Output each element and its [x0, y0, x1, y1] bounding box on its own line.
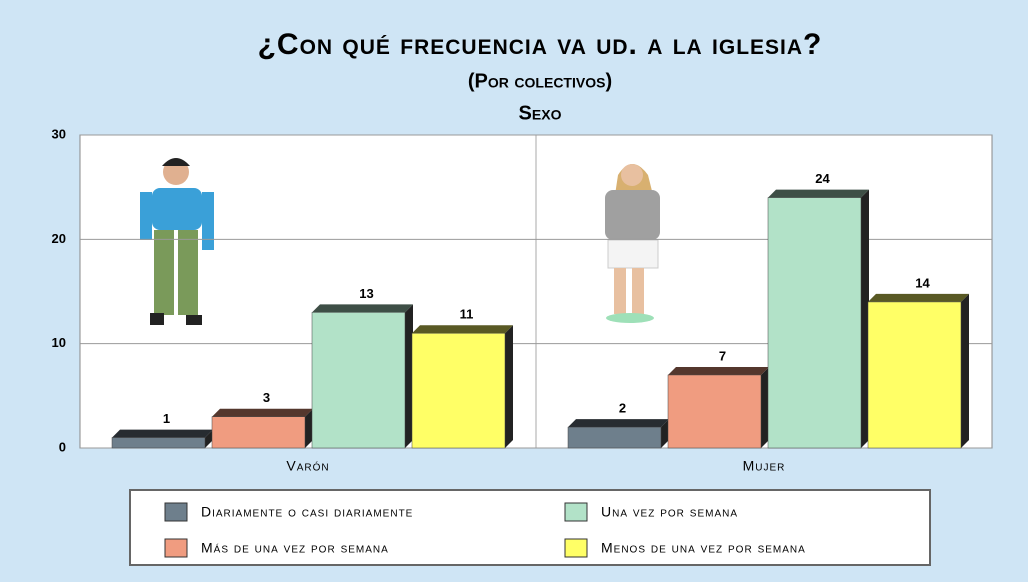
chart-subtitle: (Por colectivos)	[468, 70, 612, 92]
group-title: Sexo	[519, 102, 562, 124]
value-label: 14	[915, 275, 930, 290]
bar	[668, 375, 761, 448]
y-tick-label: 10	[52, 335, 66, 350]
bar	[868, 302, 961, 448]
value-label: 7	[719, 348, 726, 363]
bar	[312, 312, 405, 448]
bar	[212, 417, 305, 448]
bar	[112, 438, 205, 448]
bar-top	[568, 419, 669, 427]
bar	[768, 198, 861, 448]
bar-top	[112, 430, 213, 438]
legend-label: Una vez por semana	[601, 504, 738, 520]
y-tick-label: 0	[59, 439, 66, 454]
legend-swatch	[565, 539, 587, 557]
value-label: 24	[815, 171, 830, 186]
legend-label: Más de una vez por semana	[201, 540, 389, 556]
bar-side	[961, 294, 969, 448]
bar-top	[868, 294, 969, 302]
bar-top	[668, 367, 769, 375]
legend-swatch	[565, 503, 587, 521]
bar	[412, 333, 505, 448]
value-label: 13	[359, 286, 373, 301]
bar	[568, 427, 661, 448]
legend-label: Menos de una vez por semana	[601, 540, 806, 556]
value-label: 2	[619, 401, 626, 416]
x-tick-label: Mujer	[743, 458, 786, 474]
chart-title: ¿Con qué frecuencia va ud. a la iglesia?	[258, 28, 823, 61]
legend-swatch	[165, 539, 187, 557]
bar-side	[505, 325, 513, 448]
legend-label: Diariamente o casi diariamente	[201, 504, 413, 520]
bar-top	[312, 304, 413, 312]
chart: ¿Con qué frecuencia va ud. a la iglesia?…	[0, 0, 1028, 582]
y-tick-label: 30	[52, 126, 66, 141]
y-tick-label: 20	[52, 231, 66, 246]
x-tick-label: Varón	[286, 458, 329, 474]
bar-top	[768, 190, 869, 198]
legend-swatch	[165, 503, 187, 521]
value-label: 3	[263, 390, 270, 405]
value-label: 1	[163, 411, 170, 426]
value-label: 11	[460, 307, 474, 322]
bar-top	[212, 409, 313, 417]
bar-top	[412, 325, 513, 333]
